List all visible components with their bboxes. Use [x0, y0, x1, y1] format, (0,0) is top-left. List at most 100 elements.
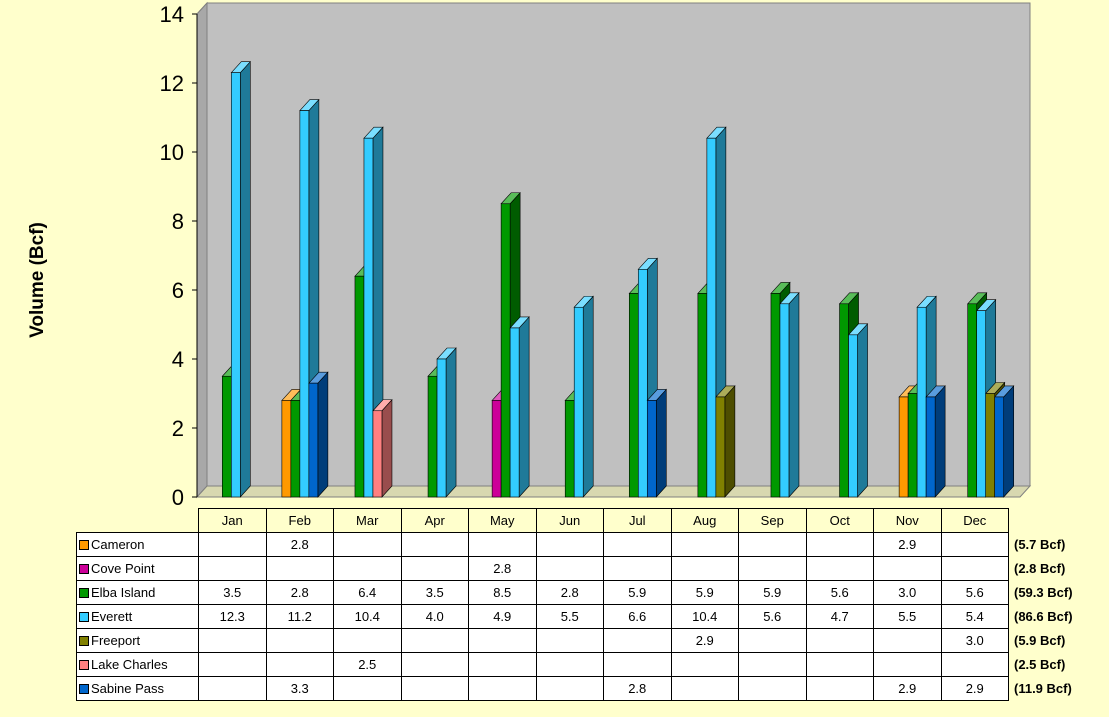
data-label [535, 532, 604, 557]
series-total: (2.8 Bcf) [1014, 561, 1066, 576]
category-label: Feb [265, 508, 334, 533]
category-label: Apr [400, 508, 469, 533]
series-name: Lake Charles [76, 652, 199, 677]
data-label [805, 556, 874, 581]
category-label: Jan [198, 508, 267, 533]
data-label: 11.2 [265, 604, 334, 629]
table-row: Freeport 2.9 3.0 (5.9 Bcf) [76, 628, 1074, 653]
series-total: (11.9 Bcf) [1014, 681, 1072, 696]
y-tick-label: 4 [172, 347, 184, 372]
legend-swatch [79, 563, 89, 574]
data-label [400, 556, 469, 581]
data-label [805, 676, 874, 701]
category-label: Jul [603, 508, 672, 533]
bar-lake-charles-mar [372, 398, 393, 498]
data-label [468, 628, 537, 653]
data-table: Jan Feb Mar Apr May Jun Jul Aug Sep Oct Nov Dec Came… [76, 508, 1074, 701]
data-label [198, 676, 267, 701]
category-label: Sep [738, 508, 807, 533]
data-label [738, 532, 807, 557]
data-label: 3.0 [940, 628, 1009, 653]
data-label [603, 628, 672, 653]
category-label: Jun [535, 508, 604, 533]
data-label [198, 532, 267, 557]
legend-swatch [79, 539, 89, 550]
table-row: Everett 12.3 11.2 10.4 4.0 4.9 5.5 6.6 10.4 5.6 4.… [76, 604, 1074, 629]
data-label [400, 532, 469, 557]
data-label [805, 532, 874, 557]
data-label [738, 676, 807, 701]
data-label [333, 556, 402, 581]
data-label [333, 532, 402, 557]
bar-freeport-aug [715, 385, 736, 498]
legend-swatch [79, 683, 89, 694]
category-label: Aug [670, 508, 739, 533]
data-label: 3.3 [265, 676, 334, 701]
bar-everett-jan [230, 60, 251, 498]
data-label [333, 676, 402, 701]
series-name: Elba Island [76, 580, 199, 605]
data-label [940, 652, 1009, 677]
data-label: 2.8 [535, 580, 604, 605]
data-label [940, 556, 1009, 581]
data-label [265, 652, 334, 677]
data-label: 8.5 [468, 580, 537, 605]
data-label: 5.6 [738, 604, 807, 629]
y-tick-label: 12 [160, 71, 184, 96]
data-label: 6.6 [603, 604, 672, 629]
data-label [468, 532, 537, 557]
data-label: 10.4 [333, 604, 402, 629]
data-label: 5.9 [670, 580, 739, 605]
series-total: (5.9 Bcf) [1014, 633, 1066, 648]
data-label [535, 628, 604, 653]
bar-everett-apr [436, 347, 457, 498]
series-name: Everett [76, 604, 199, 629]
data-label [873, 556, 942, 581]
data-label [265, 628, 334, 653]
data-label: 5.5 [535, 604, 604, 629]
data-label [535, 556, 604, 581]
table-row: Elba Island 3.5 2.8 6.4 3.5 8.5 2.8 5.9 5.9 5.9 5.… [76, 580, 1074, 605]
data-label [198, 652, 267, 677]
bar-sabine-pass-dec [994, 385, 1015, 498]
category-label: Oct [805, 508, 874, 533]
data-label [940, 532, 1009, 557]
data-label: 5.4 [940, 604, 1009, 629]
data-label: 3.5 [198, 580, 267, 605]
data-label [400, 628, 469, 653]
bar-everett-oct [847, 323, 869, 498]
data-label: 5.9 [738, 580, 807, 605]
data-label: 3.0 [873, 580, 942, 605]
y-tick-label: 10 [160, 140, 184, 165]
data-label: 5.9 [603, 580, 672, 605]
data-label: 2.9 [873, 676, 942, 701]
data-label: 2.8 [603, 676, 672, 701]
data-label [670, 532, 739, 557]
category-label: Dec [940, 508, 1009, 533]
series-total: (86.6 Bcf) [1014, 609, 1073, 624]
data-label [198, 628, 267, 653]
y-tick-label: 6 [172, 278, 184, 303]
data-label [265, 556, 334, 581]
y-tick-label: 0 [172, 485, 184, 510]
bar-sabine-pass-feb [308, 371, 329, 498]
bar-sabine-pass-jul [646, 388, 667, 498]
series-total: (59.3 Bcf) [1014, 585, 1073, 600]
data-label: 6.4 [333, 580, 402, 605]
data-label [535, 676, 604, 701]
data-label [670, 652, 739, 677]
data-label: 2.9 [873, 532, 942, 557]
data-label [400, 652, 469, 677]
data-label: 2.9 [940, 676, 1009, 701]
category-label: May [468, 508, 537, 533]
series-name: Sabine Pass [76, 676, 199, 701]
series-name: Freeport [76, 628, 199, 653]
data-label [805, 628, 874, 653]
bar-everett-jun [573, 295, 594, 498]
bar-everett-may [509, 316, 530, 498]
data-label [468, 676, 537, 701]
data-label [603, 532, 672, 557]
data-label: 2.8 [265, 532, 334, 557]
series-total: (5.7 Bcf) [1014, 537, 1066, 552]
series-name: Cove Point [76, 556, 199, 581]
